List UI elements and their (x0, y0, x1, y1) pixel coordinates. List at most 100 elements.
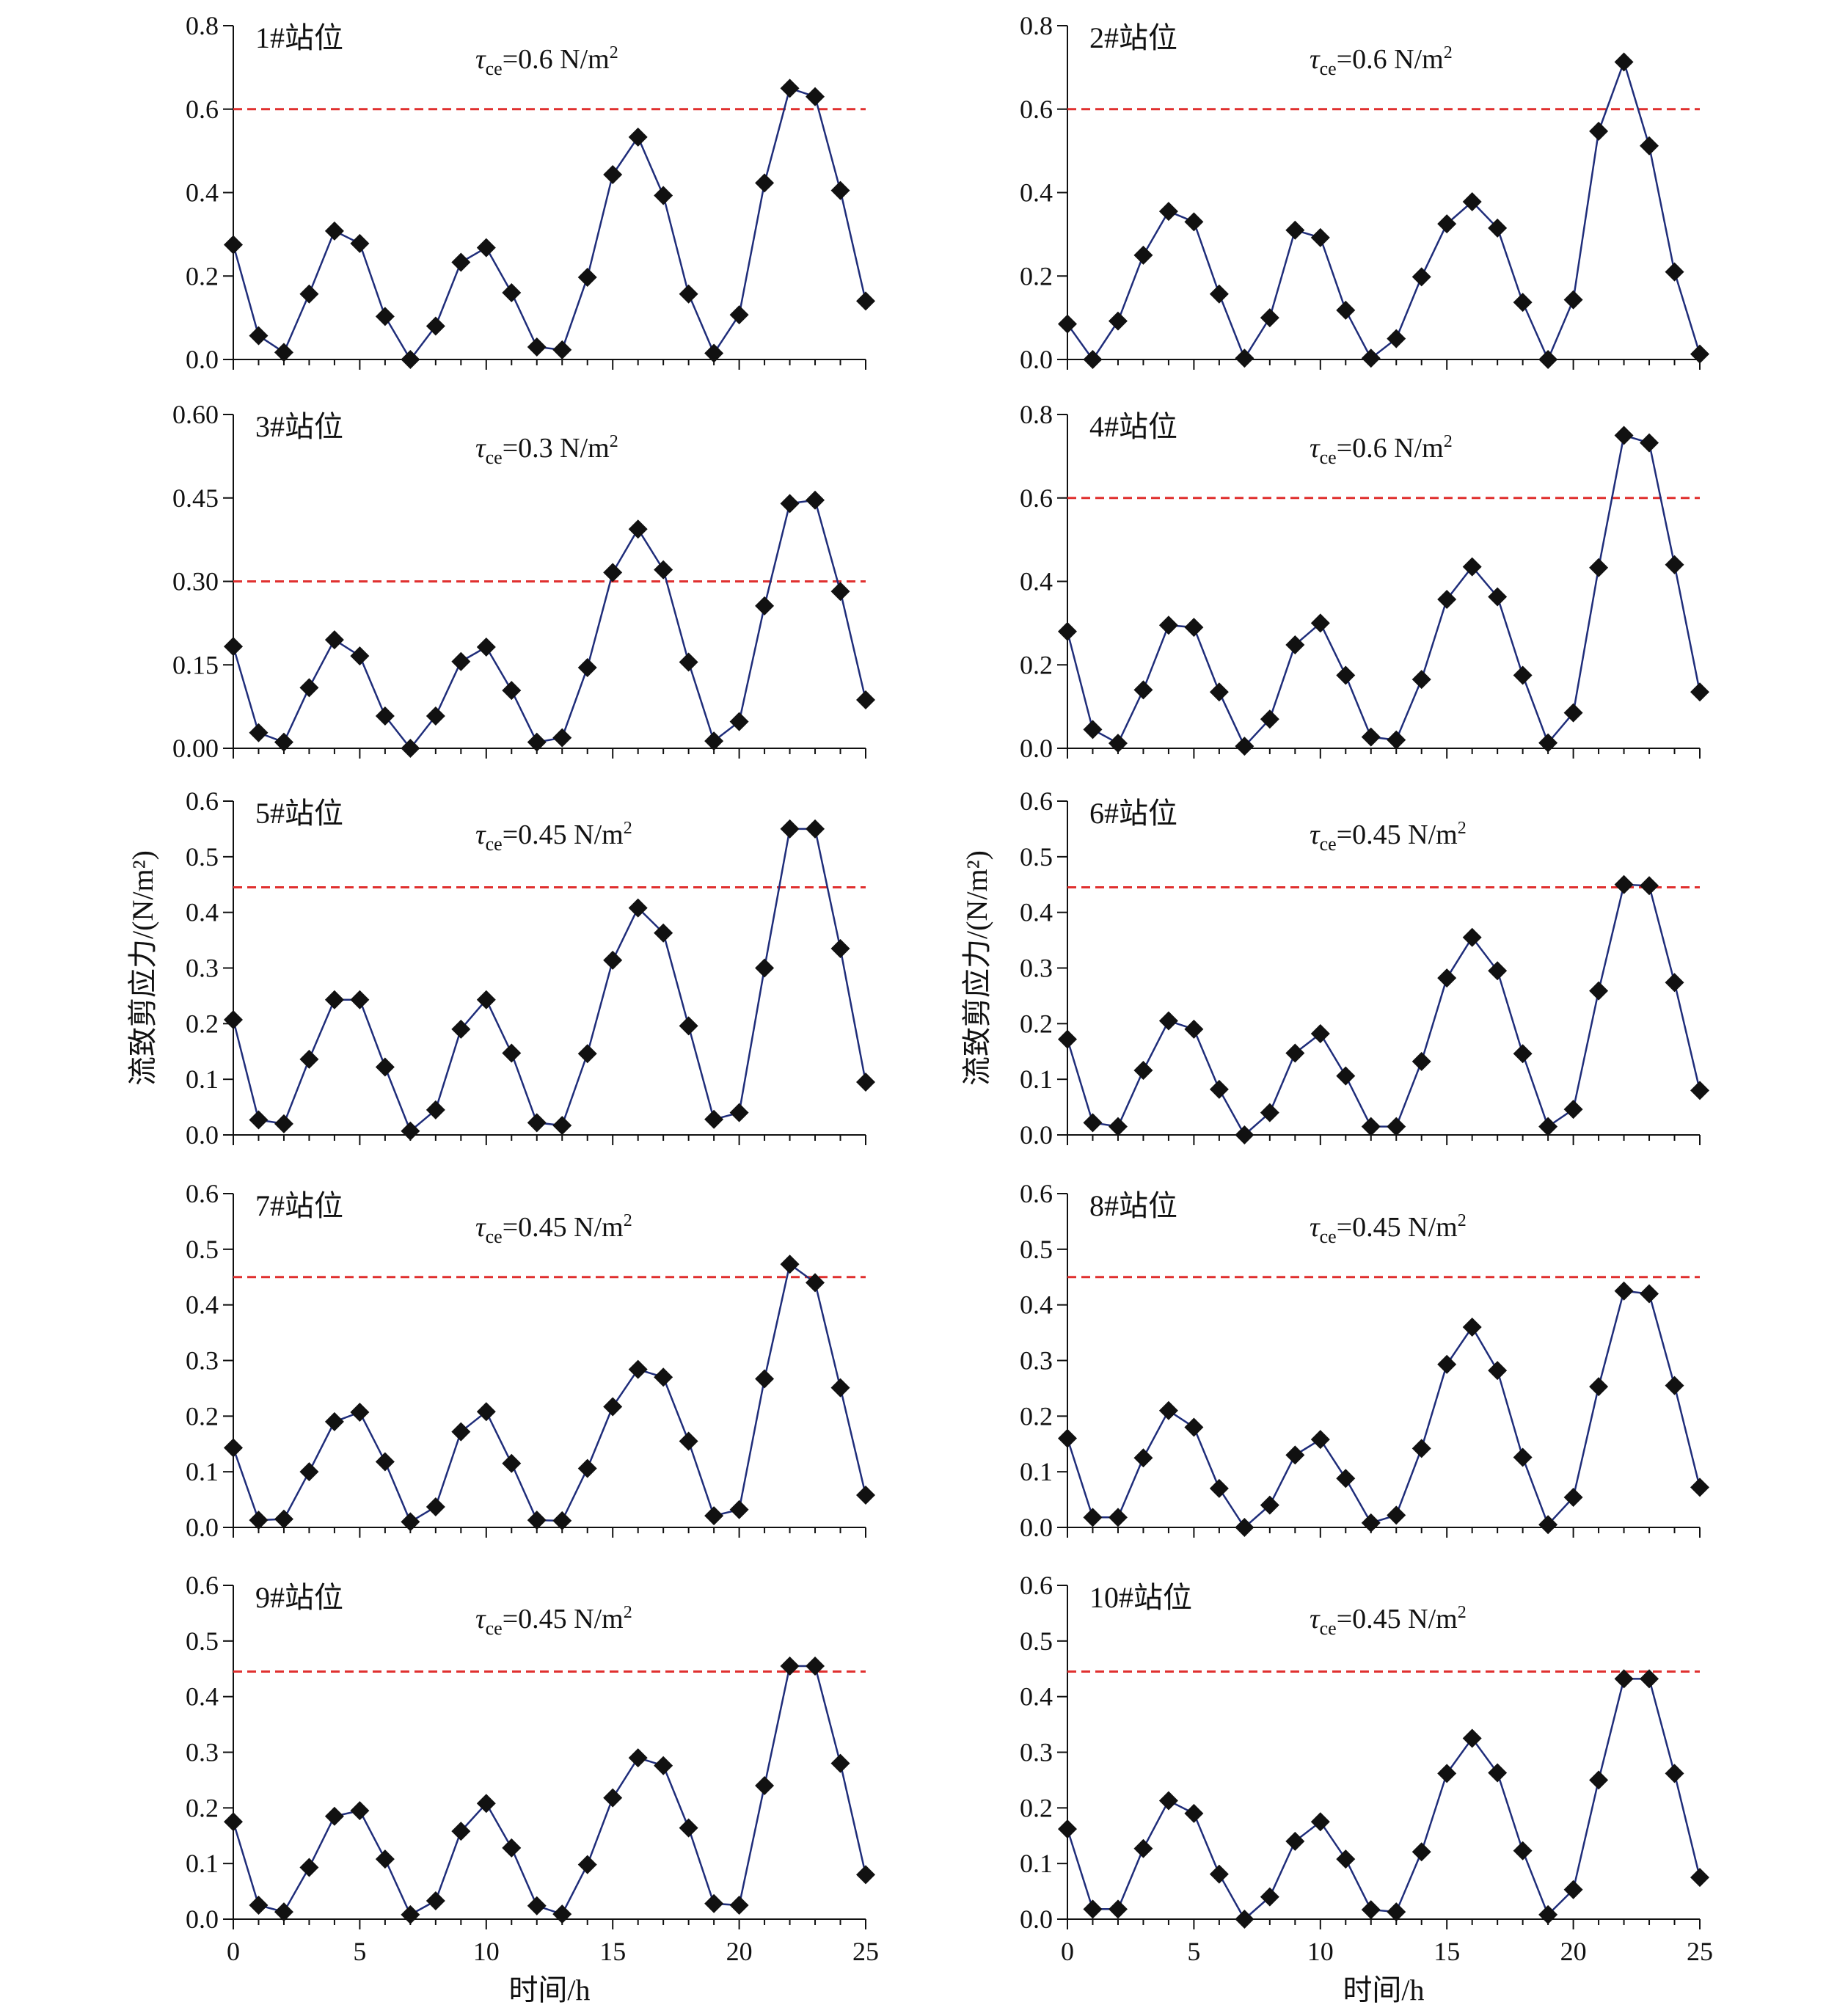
data-point-marker (1614, 52, 1634, 72)
data-point-marker (1209, 1478, 1229, 1498)
data-point-marker (1538, 1904, 1558, 1924)
x-tick-label: 15 (599, 1937, 626, 1966)
y-tick-label: 0.0 (186, 1120, 219, 1150)
data-point-marker (577, 1458, 597, 1478)
data-point-marker (1108, 1117, 1128, 1136)
station-label: 3#站位 (255, 410, 343, 443)
data-point-marker (1563, 703, 1583, 723)
data-point-marker (1058, 1819, 1077, 1839)
data-point-marker (729, 305, 749, 325)
chart-panel: 0.0 0.2 0.4 0.6 0.8 τce=0.6 N/m2 1#站位 (186, 11, 875, 374)
data-point-marker (1640, 1284, 1659, 1304)
data-point-marker (324, 1411, 344, 1431)
data-point-marker (527, 1511, 547, 1530)
data-point-marker (1361, 727, 1381, 747)
unit-superscript: 2 (1444, 432, 1453, 451)
data-point-marker (426, 1497, 445, 1516)
data-point-marker (1690, 1478, 1709, 1497)
data-point-marker (527, 1896, 547, 1915)
data-point-marker (755, 596, 775, 616)
station-label: 10#站位 (1089, 1581, 1192, 1614)
tau-symbol: τ (475, 819, 486, 850)
data-point-marker (1513, 1447, 1533, 1467)
data-point-marker (1235, 1125, 1254, 1144)
data-point-marker (324, 1806, 344, 1826)
data-point-marker (527, 732, 547, 752)
data-point-marker (1690, 1081, 1709, 1100)
data-point-marker (401, 350, 420, 369)
data-point-marker (1538, 350, 1558, 369)
unit-superscript: 2 (1444, 43, 1453, 62)
data-point-marker (1336, 1066, 1356, 1086)
threshold-value-text: =0.45 N/m (1337, 1604, 1458, 1635)
x-tick-label: 20 (726, 1937, 753, 1966)
station-label: 2#站位 (1089, 21, 1177, 54)
chart-panel: 0.0 0.1 0.2 0.3 0.4 0.5 0.6 0 5 10 15 20 25 τce=0.45 … (186, 1571, 879, 2006)
data-point-marker (350, 233, 370, 253)
tau-subscript: ce (486, 1618, 503, 1639)
data-point-marker (224, 235, 243, 255)
data-point-marker (1235, 1518, 1254, 1537)
y-tick-label: 0.0 (1020, 734, 1053, 763)
data-point-marker (476, 238, 496, 258)
tau-subscript: ce (1320, 833, 1337, 855)
data-point-marker (603, 1397, 623, 1417)
data-point-marker (1235, 1910, 1254, 1929)
y-tick-label: 0.3 (1020, 1738, 1053, 1767)
data-point-marker (1310, 227, 1330, 247)
tau-subscript: ce (486, 58, 503, 79)
y-tick-label: 0.6 (1020, 1179, 1053, 1208)
data-point-marker (1260, 308, 1279, 328)
data-point-marker (1563, 1100, 1583, 1120)
data-point-marker (1665, 555, 1684, 574)
data-point-marker (375, 307, 395, 326)
y-tick-label: 0.6 (186, 786, 219, 816)
data-point-marker (806, 819, 825, 839)
data-point-marker (350, 1403, 370, 1422)
tau-symbol: τ (1310, 433, 1321, 464)
data-point-marker (274, 1902, 293, 1922)
data-point-marker (780, 1656, 800, 1676)
series-line (232, 1665, 867, 1916)
y-tick-label: 0.5 (186, 1235, 219, 1264)
data-point-marker (1108, 311, 1128, 331)
data-point-marker (502, 1043, 522, 1063)
data-point-marker (224, 1438, 243, 1458)
data-point-marker (249, 1110, 269, 1130)
y-tick-label: 0.0 (1020, 345, 1053, 374)
data-point-marker (577, 1044, 597, 1064)
y-tick-label: 0.8 (186, 11, 219, 40)
data-point-marker (1665, 262, 1684, 282)
data-point-marker (1058, 1428, 1077, 1448)
data-point-marker (1285, 1043, 1305, 1063)
data-point-marker (1589, 1770, 1609, 1790)
data-point-marker (704, 343, 724, 363)
data-point-marker (654, 560, 673, 580)
data-point-marker (1437, 214, 1457, 234)
data-point-marker (426, 1891, 445, 1910)
data-point-marker (1488, 1361, 1508, 1381)
data-point-marker (249, 326, 269, 346)
data-point-marker (1158, 616, 1178, 635)
data-point-marker (755, 958, 775, 978)
y-tick-label: 0.2 (1020, 1009, 1053, 1038)
data-point-marker (1614, 1281, 1634, 1301)
tau-subscript: ce (486, 833, 503, 855)
data-point-marker (704, 731, 724, 751)
y-tick-label: 0.1 (1020, 1064, 1053, 1094)
data-point-marker (603, 165, 623, 185)
data-point-marker (375, 1849, 395, 1869)
data-point-marker (451, 1422, 471, 1442)
tau-subscript: ce (1320, 447, 1337, 468)
threshold-value-text: =0.45 N/m (503, 819, 624, 850)
data-point-marker (856, 690, 875, 710)
data-point-marker (1411, 1051, 1431, 1071)
tau-symbol: τ (1310, 1212, 1321, 1243)
data-point-marker (679, 284, 698, 304)
data-point-marker (830, 938, 850, 958)
data-point-marker (1488, 587, 1508, 607)
station-label: 1#站位 (255, 21, 343, 54)
data-point-marker (1411, 267, 1431, 287)
y-tick-label: 0.2 (186, 1009, 219, 1038)
y-tick-label: 0.4 (1020, 898, 1053, 927)
